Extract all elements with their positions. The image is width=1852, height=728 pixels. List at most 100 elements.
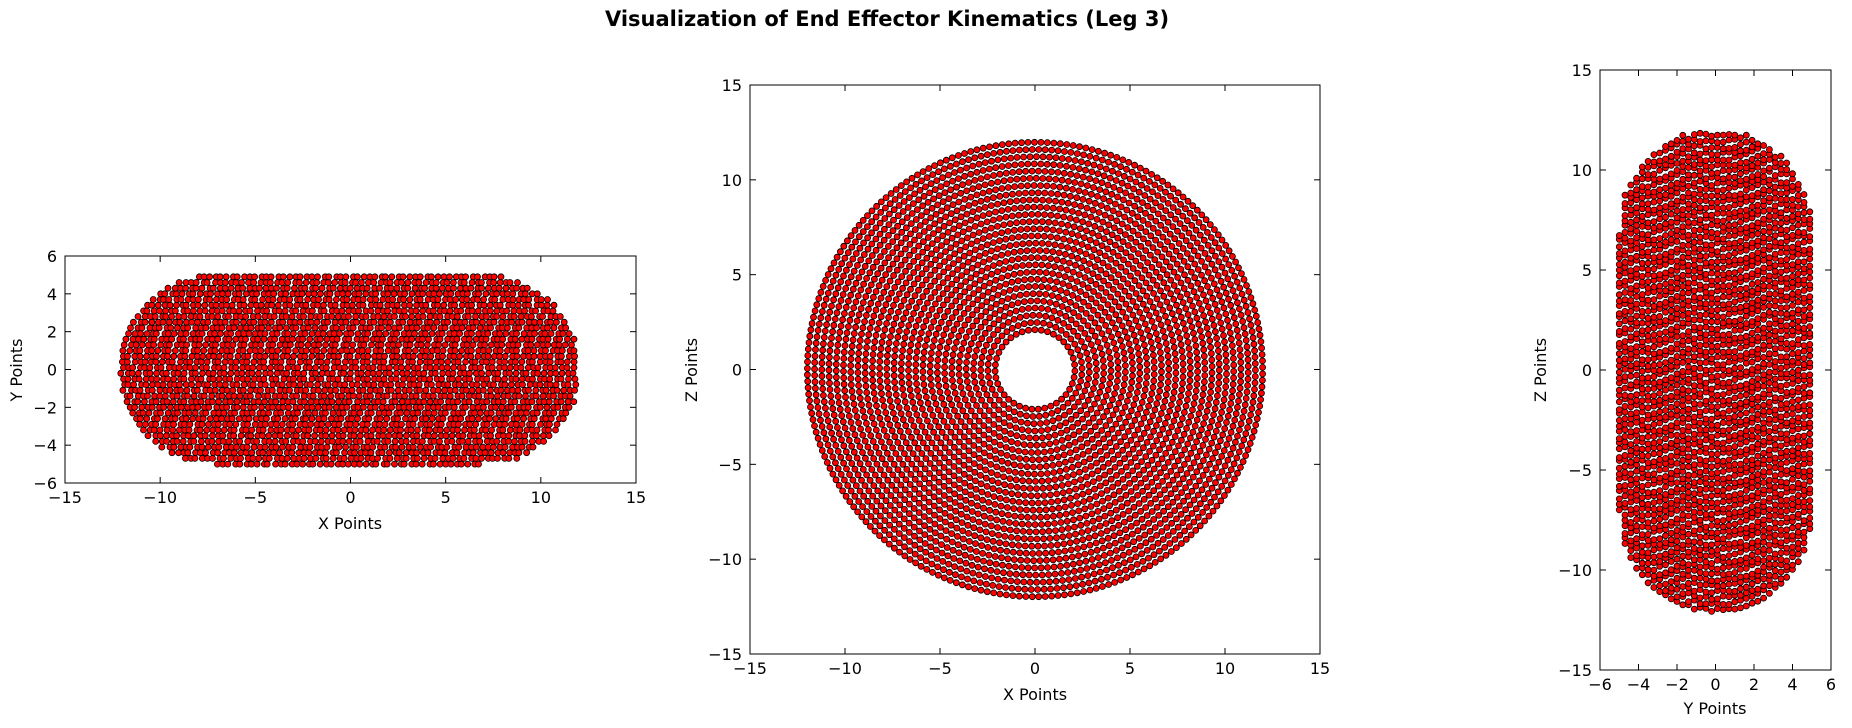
scatter-point [180, 335, 187, 343]
scatter-point [926, 460, 934, 467]
scatter-point [1053, 446, 1061, 454]
scatter-point [1146, 332, 1153, 340]
scatter-point [1019, 262, 1026, 269]
scatter-point [965, 437, 973, 445]
scatter-point [254, 335, 262, 343]
scatter-point [291, 284, 298, 292]
scatter-point [885, 242, 892, 250]
scatter-point [214, 335, 222, 343]
scatter-point [890, 359, 898, 367]
scatter-point [980, 440, 988, 448]
scatter-point [1212, 398, 1220, 406]
scatter-point [309, 460, 317, 468]
scatter-point [978, 396, 985, 404]
scatter-point [912, 367, 920, 375]
scatter-point [322, 432, 330, 440]
scatter-point [236, 324, 244, 332]
scatter-point [956, 358, 963, 366]
scatter-point [126, 392, 134, 400]
scatter-point [255, 284, 263, 292]
scatter-point [1106, 197, 1113, 205]
scatter-point [176, 381, 183, 389]
scatter-point [1155, 315, 1163, 323]
scatter-point [954, 266, 961, 274]
scatter-point [960, 433, 968, 441]
scatter-point [557, 375, 565, 383]
scatter-point [1015, 190, 1023, 197]
scatter-point [1097, 266, 1105, 274]
scatter-point [434, 386, 442, 394]
scatter-point [267, 318, 275, 326]
scatter-point [203, 426, 211, 434]
scatter-point [951, 499, 959, 506]
scatter-point [1168, 310, 1176, 318]
scatter-point [1135, 382, 1142, 390]
scatter-point [1038, 304, 1045, 312]
scatter-point [1149, 345, 1156, 353]
scatter-point [1008, 234, 1016, 242]
scatter-point [1144, 424, 1151, 432]
scatter-point [975, 286, 983, 294]
scatter-point [1121, 355, 1129, 363]
scatter-point [1056, 422, 1064, 430]
scatter-point [1008, 256, 1016, 264]
scatter-point [501, 364, 509, 372]
scatter-point [1114, 290, 1122, 298]
scatter-point [875, 449, 883, 457]
scatter-point [1047, 233, 1055, 241]
scatter-point [1147, 396, 1154, 404]
scatter-point [1033, 441, 1041, 449]
scatter-point [1083, 349, 1091, 357]
scatter-point [1085, 335, 1092, 343]
scatter-point [1105, 327, 1113, 335]
scatter-point [945, 264, 952, 272]
scatter-point [565, 330, 573, 338]
scatter-point [934, 356, 942, 364]
scatter-point [1080, 298, 1087, 306]
scatter-point [281, 460, 289, 468]
scatter-point [1153, 400, 1161, 408]
scatter-point [975, 229, 983, 236]
scatter-point [1010, 315, 1018, 323]
scatter-point [1212, 328, 1219, 336]
scatter-point [883, 371, 891, 379]
scatter-point [1153, 437, 1161, 445]
scatter-point [1173, 260, 1181, 268]
scatter-point [863, 274, 870, 282]
scatter-point [1137, 329, 1145, 337]
scatter-point [1036, 463, 1044, 471]
scatter-point [969, 185, 977, 193]
scatter-point [533, 409, 541, 417]
scatter-point [960, 535, 967, 543]
scatter-point [433, 318, 441, 326]
scatter-point [1131, 202, 1139, 210]
scatter-point [161, 392, 169, 400]
scatter-point [1045, 262, 1052, 270]
scatter-point [1200, 384, 1208, 392]
scatter-point [889, 238, 897, 246]
scatter-point [1189, 428, 1197, 436]
scatter-point [153, 352, 160, 360]
scatter-point [932, 210, 940, 218]
scatter-point [909, 398, 917, 406]
scatter-point [1141, 386, 1149, 394]
scatter-point [1004, 272, 1012, 280]
scatter-point [544, 324, 551, 332]
scatter-point [1098, 350, 1106, 358]
scatter-point [138, 324, 146, 332]
scatter-point [1072, 302, 1080, 310]
scatter-point [381, 443, 389, 451]
scatter-point [1060, 235, 1067, 243]
scatter-point [1068, 394, 1076, 402]
scatter-point [1159, 327, 1167, 335]
scatter-point [898, 228, 906, 236]
scatter-point [1023, 506, 1030, 514]
scatter-point [1027, 441, 1034, 449]
scatter-point [967, 193, 975, 201]
scatter-point [212, 341, 220, 349]
scatter-point [1149, 383, 1157, 391]
scatter-point [355, 290, 363, 298]
scatter-point [526, 381, 534, 389]
scatter-point [1083, 439, 1091, 447]
